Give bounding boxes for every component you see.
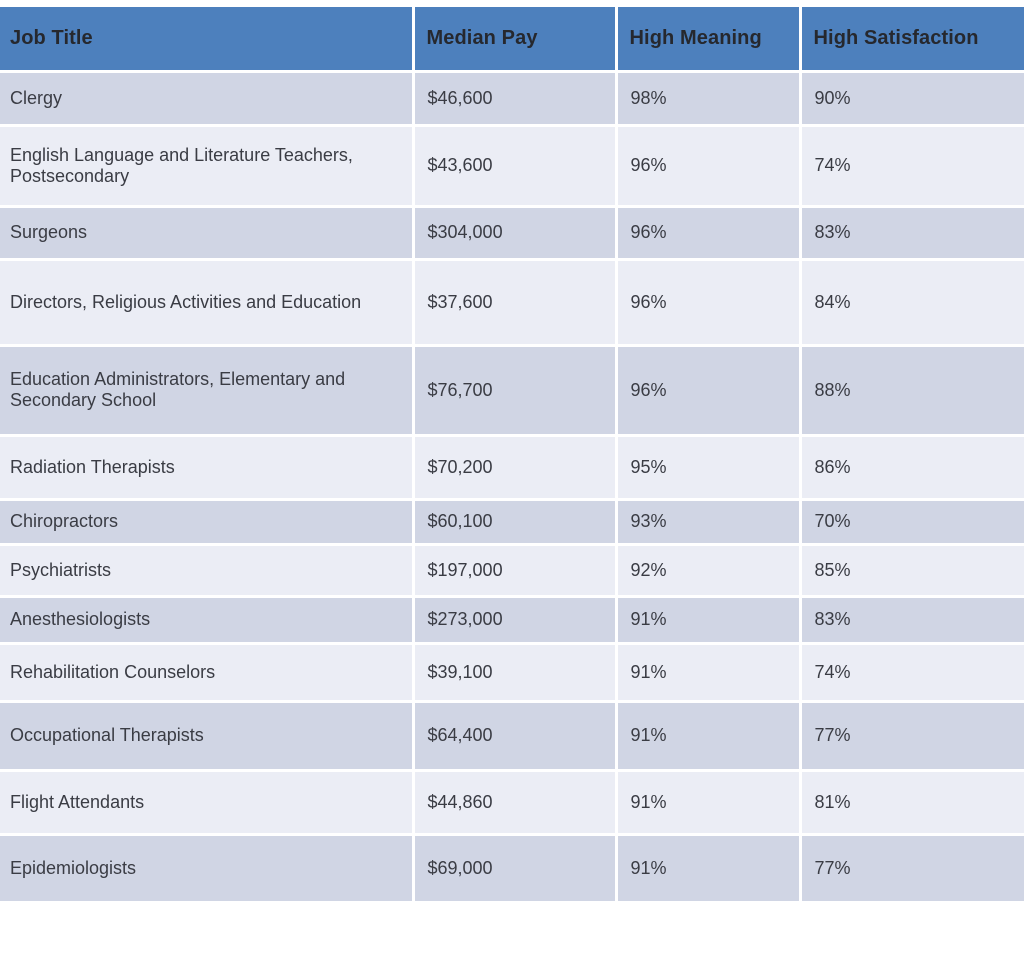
median-pay-cell: $60,100 [411, 497, 618, 546]
job-title-cell: Radiation Therapists [0, 433, 415, 501]
column-header-high-satisfaction: High Satisfaction [798, 5, 1024, 73]
job-title-cell: English Language and Literature Teachers… [0, 123, 415, 208]
job-title-cell: Directors, Religious Activities and Educ… [0, 257, 415, 347]
high-meaning-cell: 96% [614, 257, 802, 347]
header-row: Job Title Median Pay High Meaning High S… [0, 5, 1024, 73]
high-satisfaction-cell: 84% [798, 257, 1024, 347]
high-meaning-cell: 93% [614, 497, 802, 546]
median-pay-cell: $43,600 [411, 123, 618, 208]
table-row: Rehabilitation Counselors $39,100 91% 74% [0, 641, 1024, 703]
high-satisfaction-cell: 70% [798, 497, 1024, 546]
job-title-cell: Rehabilitation Counselors [0, 641, 415, 703]
job-title-cell: Surgeons [0, 204, 415, 261]
table-row: Education Administrators, Elementary and… [0, 343, 1024, 437]
high-meaning-cell: 98% [614, 69, 802, 127]
high-meaning-cell: 91% [614, 699, 802, 772]
median-pay-cell: $304,000 [411, 204, 618, 261]
job-title-cell: Flight Attendants [0, 768, 415, 836]
median-pay-cell: $273,000 [411, 594, 618, 645]
table-row: Surgeons $304,000 96% 83% [0, 204, 1024, 261]
table-row: Psychiatrists $197,000 92% 85% [0, 542, 1024, 598]
table-row: Occupational Therapists $64,400 91% 77% [0, 699, 1024, 772]
table-row: Anesthesiologists $273,000 91% 83% [0, 594, 1024, 645]
high-satisfaction-cell: 90% [798, 69, 1024, 127]
high-meaning-cell: 96% [614, 204, 802, 261]
median-pay-cell: $37,600 [411, 257, 618, 347]
high-meaning-cell: 91% [614, 594, 802, 645]
high-satisfaction-cell: 77% [798, 699, 1024, 772]
column-header-job-title: Job Title [0, 5, 415, 73]
job-title-cell: Anesthesiologists [0, 594, 415, 645]
table-row: Directors, Religious Activities and Educ… [0, 257, 1024, 347]
table-body: Clergy $46,600 98% 90% English Language and … [0, 69, 1024, 903]
high-satisfaction-cell: 83% [798, 594, 1024, 645]
median-pay-cell: $70,200 [411, 433, 618, 501]
median-pay-cell: $46,600 [411, 69, 618, 127]
median-pay-cell: $69,000 [411, 832, 618, 903]
median-pay-cell: $197,000 [411, 542, 618, 598]
table-row: English Language and Literature Teachers… [0, 123, 1024, 208]
median-pay-cell: $39,100 [411, 641, 618, 703]
median-pay-cell: $64,400 [411, 699, 618, 772]
high-meaning-cell: 96% [614, 123, 802, 208]
job-title-cell: Clergy [0, 69, 415, 127]
job-title-cell: Occupational Therapists [0, 699, 415, 772]
table-row: Epidemiologists $69,000 91% 77% [0, 832, 1024, 903]
jobs-meaning-satisfaction-table: Job Title Median Pay High Meaning High S… [0, 5, 1024, 903]
job-title-cell: Psychiatrists [0, 542, 415, 598]
job-title-cell: Chiropractors [0, 497, 415, 546]
median-pay-cell: $44,860 [411, 768, 618, 836]
high-satisfaction-cell: 74% [798, 641, 1024, 703]
high-meaning-cell: 96% [614, 343, 802, 437]
high-satisfaction-cell: 86% [798, 433, 1024, 501]
high-meaning-cell: 91% [614, 832, 802, 903]
high-satisfaction-cell: 74% [798, 123, 1024, 208]
column-header-high-meaning: High Meaning [614, 5, 802, 73]
table-row: Chiropractors $60,100 93% 70% [0, 497, 1024, 546]
high-meaning-cell: 91% [614, 768, 802, 836]
table-row: Radiation Therapists $70,200 95% 86% [0, 433, 1024, 501]
high-satisfaction-cell: 85% [798, 542, 1024, 598]
high-meaning-cell: 92% [614, 542, 802, 598]
high-satisfaction-cell: 83% [798, 204, 1024, 261]
high-satisfaction-cell: 81% [798, 768, 1024, 836]
job-title-cell: Epidemiologists [0, 832, 415, 903]
high-meaning-cell: 91% [614, 641, 802, 703]
job-title-cell: Education Administrators, Elementary and… [0, 343, 415, 437]
high-satisfaction-cell: 77% [798, 832, 1024, 903]
column-header-median-pay: Median Pay [411, 5, 618, 73]
high-meaning-cell: 95% [614, 433, 802, 501]
table-row: Clergy $46,600 98% 90% [0, 69, 1024, 127]
high-satisfaction-cell: 88% [798, 343, 1024, 437]
median-pay-cell: $76,700 [411, 343, 618, 437]
table-row: Flight Attendants $44,860 91% 81% [0, 768, 1024, 836]
